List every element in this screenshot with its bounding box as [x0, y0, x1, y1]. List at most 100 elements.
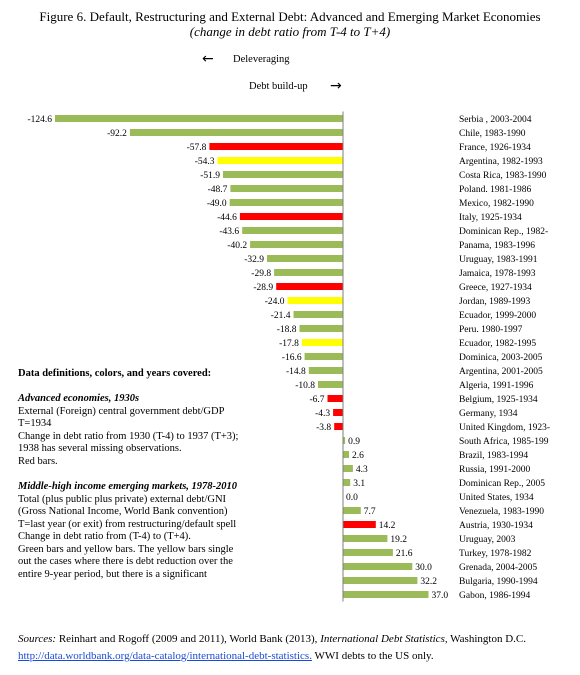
category-label: Mexico, 1982-1990	[459, 199, 534, 209]
bar	[274, 269, 343, 276]
category-label: Italy, 1925-1934	[459, 213, 522, 223]
chart-title: Figure 6. Default, Restructuring and Ext…	[39, 9, 541, 24]
bar-value-label: -40.2	[227, 241, 247, 251]
bar-value-label: 32.2	[420, 577, 437, 587]
note-line: Red bars.	[18, 455, 58, 467]
bar-value-label: 2.6	[352, 451, 364, 461]
bar	[250, 241, 343, 248]
note-line: Change in debt ratio from (T-4) to (T+4)…	[18, 531, 191, 542]
bar-value-label: -3.8	[316, 423, 331, 433]
chart-subtitle: (change in debt ratio from T-4 to T+4)	[189, 24, 391, 39]
category-label: Germany, 1934	[459, 409, 518, 419]
bar-value-label: -54.3	[195, 157, 215, 167]
bar-value-label: -14.8	[286, 367, 306, 377]
bar	[276, 283, 343, 290]
category-label: Chile, 1983-1990	[459, 129, 526, 139]
bar-value-label: -92.2	[107, 129, 127, 139]
note-line: Total (plus public plus private) externa…	[18, 493, 227, 505]
bar	[333, 409, 343, 416]
bar	[229, 199, 343, 206]
note-line: External (Foreign) central government de…	[18, 405, 225, 417]
bar	[343, 437, 346, 444]
left-arrow-icon: ←	[202, 51, 214, 67]
bar-value-label: -28.9	[253, 283, 273, 293]
bar-value-label: 14.2	[379, 521, 396, 531]
note-line: entire 9-year period, but there is a sig…	[18, 568, 207, 580]
bar-value-label: -16.6	[282, 353, 302, 363]
bar-value-label: 4.3	[356, 465, 368, 475]
bar	[223, 171, 343, 178]
deleveraging-label: Deleveraging	[233, 54, 290, 65]
bar	[129, 129, 343, 136]
note-line: Green bars and yellow bars. The yellow b…	[18, 543, 234, 555]
value-labels: -124.6 -92.2 -57.8 -54.3 -51.9 -48.7 -49.0 -44.…	[27, 115, 448, 601]
sources-link[interactable]: http://data.worldbank.org/data-catalog/i…	[18, 650, 312, 662]
bar	[343, 507, 361, 514]
bar	[334, 423, 343, 430]
bar	[55, 115, 343, 122]
category-label: Ecuador, 1999-2000	[459, 311, 536, 321]
data-notes: Data definitions, colors, and years cove…	[18, 368, 211, 381]
right-arrow-icon: →	[330, 78, 342, 94]
note-line: (Gross National Income, World Bank conve…	[18, 506, 228, 517]
category-label: Austria, 1930-1934	[459, 521, 533, 531]
bar-value-label: -10.8	[295, 381, 315, 391]
bar	[343, 563, 413, 570]
bar-value-label: 37.0	[432, 591, 449, 601]
category-label: Brazil, 1983-1994	[459, 451, 528, 461]
bar-value-label: -44.6	[217, 213, 237, 223]
bar	[318, 381, 343, 388]
bar-value-label: 0.0	[346, 493, 358, 503]
bar-value-label: -43.6	[219, 227, 239, 237]
category-label: Dominican Rep., 2005	[459, 479, 545, 489]
bar	[343, 591, 429, 598]
note-line: T=last year (or exit) from restructuring…	[18, 518, 237, 530]
category-label: Venezuela, 1983-1990	[459, 507, 544, 517]
bar-value-label: -51.9	[200, 171, 220, 181]
sources-extra: WWI debts to the US only.	[311, 650, 434, 662]
bar	[343, 451, 349, 458]
note-line: out the cases where there is debt reduct…	[18, 556, 233, 567]
bar-value-label: -21.4	[271, 311, 291, 321]
sources-label: Sources:	[18, 633, 57, 645]
category-labels: Serbia , 2003-2004 Chile, 1983-1990 France…	[459, 115, 550, 601]
bar	[308, 367, 343, 374]
category-label: Bulgaria, 1990-1994	[459, 577, 538, 587]
bar-series	[55, 115, 429, 598]
category-label: Peru. 1980-1997	[459, 325, 523, 335]
bar-value-label: 30.0	[415, 563, 432, 573]
category-label: Turkey, 1978-1982	[459, 549, 532, 559]
advanced-economies-notes: Advanced economies, 1930s External (Fore…	[18, 393, 238, 468]
bar	[239, 213, 343, 220]
bar	[343, 479, 351, 486]
bar-value-label: -32.9	[244, 255, 264, 265]
notes-heading: Data definitions, colors, and years cove…	[18, 368, 212, 379]
bar	[343, 577, 418, 584]
category-label: Belgium, 1925-1934	[459, 395, 538, 405]
bar-value-label: 21.6	[396, 549, 413, 559]
bar-value-label: -49.0	[207, 199, 227, 209]
bar	[301, 339, 343, 346]
bar-value-label: 7.7	[364, 507, 376, 517]
category-label: Gabon, 1986-1994	[459, 591, 530, 601]
category-label: United Kingdom, 1923-	[459, 423, 550, 433]
bar	[343, 465, 353, 472]
category-label: Uruguay, 1983-1991	[459, 255, 538, 265]
bar-value-label: -29.8	[251, 269, 271, 279]
bar	[304, 353, 343, 360]
bar	[293, 311, 343, 318]
category-label: Dominica, 2003-2005	[459, 353, 543, 363]
category-label: Russia, 1991-2000	[459, 465, 531, 475]
sources-text: Reinhart and Rogoff (2009 and 2011), Wor…	[56, 633, 321, 645]
bar-value-label: -18.8	[277, 325, 297, 335]
bar-value-label: -24.0	[265, 297, 285, 307]
sources-note: Sources: Reinhart and Rogoff (2009 and 2…	[18, 631, 578, 665]
bar	[209, 143, 343, 150]
category-label: Serbia , 2003-2004	[459, 115, 532, 125]
bar-value-label: 3.1	[353, 479, 365, 489]
bar	[343, 535, 388, 542]
category-label: Algeria, 1991-1996	[459, 381, 534, 391]
category-label: Grenada, 2004-2005	[459, 563, 537, 573]
category-label: Ecuador, 1982-1995	[459, 339, 536, 349]
